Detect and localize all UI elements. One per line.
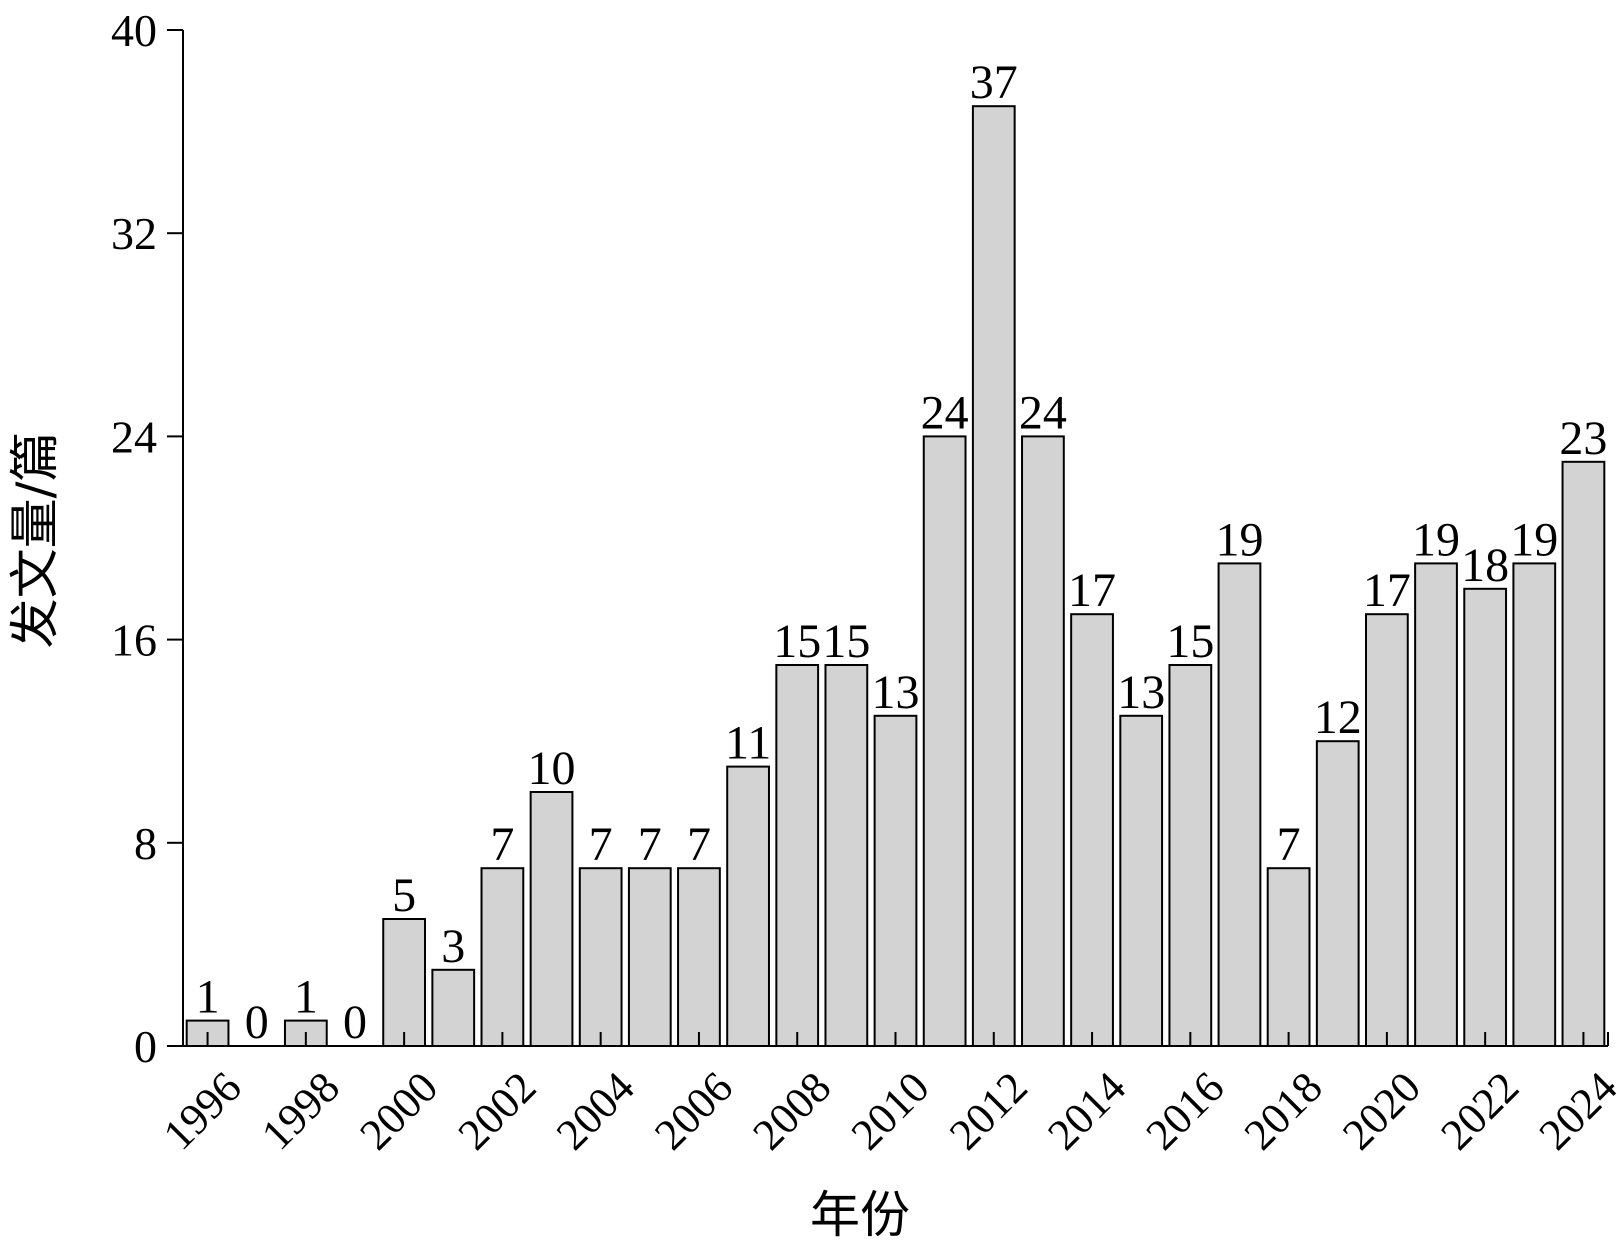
data-label-2007: 11 xyxy=(725,717,771,770)
x-tick-label-2010: 2010 xyxy=(842,1062,939,1159)
bar-2021 xyxy=(1414,562,1458,1048)
x-ticks-group: 1996 1998 2000 2002 2004 2006 2008 2010 2012 2014… xyxy=(154,1032,1617,1159)
data-label-2004: 7 xyxy=(589,818,613,871)
data-label-2000: 5 xyxy=(392,869,416,922)
data-label-2015: 13 xyxy=(1117,666,1165,719)
data-label-2001: 3 xyxy=(441,920,465,973)
bar-2015 xyxy=(1119,714,1164,1047)
data-label-1999: 0 xyxy=(343,996,367,1049)
x-tick-label-2000: 2000 xyxy=(350,1062,447,1159)
bar-2017 xyxy=(1217,562,1262,1048)
bar-2005 xyxy=(627,867,672,1048)
data-label-2006: 7 xyxy=(687,818,711,871)
bar-2010 xyxy=(873,714,918,1047)
data-label-1997: 0 xyxy=(245,996,269,1049)
data-label-2016: 15 xyxy=(1166,615,1214,668)
x-tick-label-2012: 2012 xyxy=(940,1062,1037,1159)
bar-2007 xyxy=(726,765,770,1047)
bar-2014 xyxy=(1070,613,1114,1047)
x-axis-title: 年份 xyxy=(810,1186,910,1244)
x-tick-label-2014: 2014 xyxy=(1038,1062,1135,1159)
data-label-2012: 37 xyxy=(970,56,1018,109)
data-label-2014: 17 xyxy=(1068,564,1116,617)
data-label-2023: 19 xyxy=(1510,513,1558,566)
data-label-2021: 19 xyxy=(1412,513,1460,566)
data-label-2018: 7 xyxy=(1277,818,1301,871)
data-label-2019: 12 xyxy=(1314,691,1362,744)
data-label-2008: 15 xyxy=(773,615,821,668)
data-label-2024: 23 xyxy=(1559,412,1607,465)
y-tick-label-32: 32 xyxy=(111,208,157,259)
data-label-1998: 1 xyxy=(294,971,318,1024)
bar-2009 xyxy=(824,664,869,1047)
y-tick-label-24: 24 xyxy=(111,411,157,462)
bar-2016 xyxy=(1168,664,1213,1047)
bar-2001 xyxy=(431,968,476,1047)
y-ticks-group: 0 8 16 24 32 40 xyxy=(111,5,183,1072)
bar-2012 xyxy=(971,105,1016,1047)
x-tick-label-2022: 2022 xyxy=(1431,1062,1528,1159)
x-tick-label-2024: 2024 xyxy=(1530,1062,1617,1159)
bar-2013 xyxy=(1021,435,1065,1047)
data-label-2022: 18 xyxy=(1461,539,1509,592)
x-tick-label-2018: 2018 xyxy=(1235,1062,1332,1159)
x-tick-label-2016: 2016 xyxy=(1137,1062,1234,1159)
bar-2004 xyxy=(578,867,623,1048)
x-tick-label-2008: 2008 xyxy=(743,1062,840,1159)
data-label-2017: 19 xyxy=(1215,513,1263,566)
bar-2000 xyxy=(382,918,427,1047)
bar-2023 xyxy=(1512,562,1557,1048)
y-tick-label-8: 8 xyxy=(134,818,157,869)
bar-2011 xyxy=(922,435,967,1047)
data-label-2013: 24 xyxy=(1019,386,1067,439)
bar-2024 xyxy=(1561,460,1606,1047)
bars-group xyxy=(185,105,1606,1048)
y-tick-label-16: 16 xyxy=(111,615,157,666)
data-label-2020: 17 xyxy=(1363,564,1411,617)
data-label-2005: 7 xyxy=(638,818,662,871)
x-tick-label-2020: 2020 xyxy=(1333,1062,1430,1159)
bar-2002 xyxy=(480,867,525,1048)
x-tick-label-1998: 1998 xyxy=(252,1062,349,1159)
data-label-2002: 7 xyxy=(490,818,514,871)
x-tick-label-1996: 1996 xyxy=(154,1062,251,1159)
x-tick-label-2002: 2002 xyxy=(449,1062,546,1159)
bar-2008 xyxy=(775,664,820,1047)
bar-2020 xyxy=(1364,613,1409,1047)
y-tick-label-0: 0 xyxy=(134,1021,157,1072)
bar-2003 xyxy=(529,791,574,1047)
bar-2019 xyxy=(1315,740,1360,1047)
data-label-1996: 1 xyxy=(196,971,220,1024)
data-label-2003: 10 xyxy=(528,742,576,795)
bar-2006 xyxy=(677,867,721,1048)
x-tick-label-2006: 2006 xyxy=(645,1062,742,1159)
data-label-2009: 15 xyxy=(822,615,870,668)
x-tick-label-2004: 2004 xyxy=(547,1062,644,1159)
data-label-2010: 13 xyxy=(872,666,920,719)
data-label-2011: 24 xyxy=(921,386,969,439)
y-tick-label-40: 40 xyxy=(111,5,157,56)
bar-2022 xyxy=(1463,587,1508,1047)
y-axis-title: 发文量/篇 xyxy=(6,432,64,649)
bar-2018 xyxy=(1266,867,1311,1048)
